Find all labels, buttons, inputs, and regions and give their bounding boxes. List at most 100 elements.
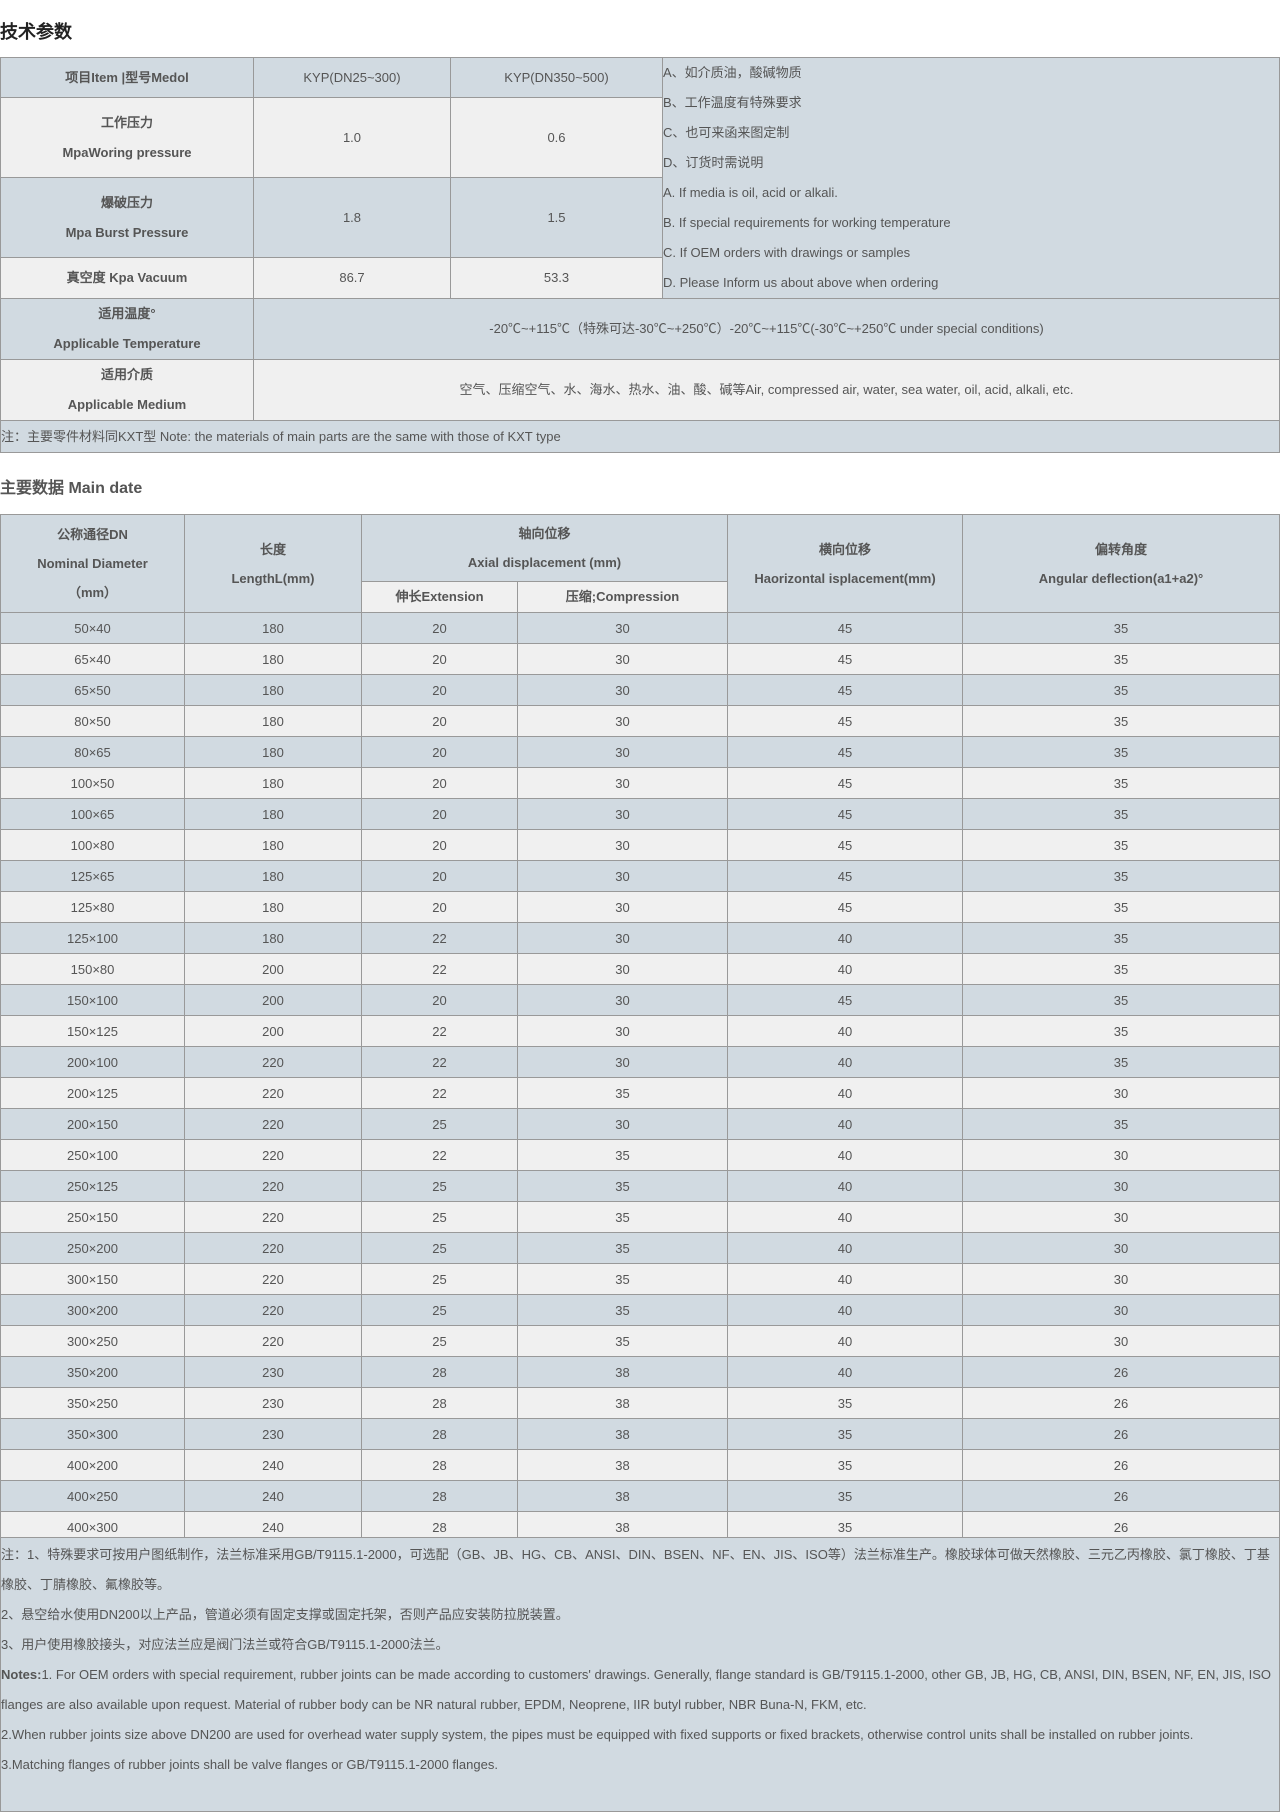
cell-compression: 38 xyxy=(517,1449,728,1481)
cell-compression: 35 xyxy=(517,1263,728,1295)
cell-compression: 30 xyxy=(517,922,728,954)
cell-extension: 25 xyxy=(361,1170,518,1202)
note-cn-3: 3、用户使用橡胶接头，对应法兰应是阀门法兰或符合GB/T9115.1-2000法… xyxy=(1,1637,449,1652)
cell-length: 200 xyxy=(184,953,362,985)
vacuum-v1: 86.7 xyxy=(253,257,451,299)
table-row: 200×100 220 22 30 40 35 xyxy=(0,1046,1280,1078)
cell-horizontal: 40 xyxy=(727,1201,963,1233)
cell-angular: 35 xyxy=(962,829,1280,861)
table-row: 50×40 180 20 30 45 35 xyxy=(0,612,1280,644)
table-row: 400×200 240 28 38 35 26 xyxy=(0,1449,1280,1481)
cell-angular: 35 xyxy=(962,984,1280,1016)
side-note-item: D. Please Inform us about above when ord… xyxy=(663,275,939,290)
header-nominal-diameter: 公称通径DN Nominal Diameter （mm） xyxy=(0,514,185,613)
cell-dn: 400×200 xyxy=(0,1449,185,1481)
table-row: 350×250 230 28 38 35 26 xyxy=(0,1387,1280,1419)
cell-dn: 300×150 xyxy=(0,1263,185,1295)
cell-angular: 35 xyxy=(962,767,1280,799)
cell-compression: 30 xyxy=(517,1046,728,1078)
cell-extension: 25 xyxy=(361,1325,518,1357)
cell-compression: 30 xyxy=(517,705,728,737)
cell-compression: 38 xyxy=(517,1387,728,1419)
table-row: 80×50 180 20 30 45 35 xyxy=(0,705,1280,737)
table-row: 350×300 230 28 38 35 26 xyxy=(0,1418,1280,1450)
side-note-item: B、工作温度有特殊要求 xyxy=(663,95,802,110)
cell-extension: 20 xyxy=(361,798,518,830)
cell-horizontal: 35 xyxy=(727,1480,963,1512)
side-note-item: B. If special requirements for working t… xyxy=(663,215,951,230)
cell-angular: 26 xyxy=(962,1480,1280,1512)
cell-length: 180 xyxy=(184,860,362,892)
cell-compression: 30 xyxy=(517,736,728,768)
cell-compression: 30 xyxy=(517,1108,728,1140)
table-row: 300×150 220 25 35 40 30 xyxy=(0,1263,1280,1295)
cell-length: 220 xyxy=(184,1170,362,1202)
cell-angular: 35 xyxy=(962,860,1280,892)
cell-horizontal: 45 xyxy=(727,798,963,830)
cell-dn: 65×40 xyxy=(0,643,185,675)
table-row: 250×150 220 25 35 40 30 xyxy=(0,1201,1280,1233)
section-title-main-data: 主要数据 Main date xyxy=(0,480,143,497)
table-row: 300×250 220 25 35 40 30 xyxy=(0,1325,1280,1357)
header-model2: KYP(DN350~500) xyxy=(450,57,663,98)
medium-label: 适用介质 Applicable Medium xyxy=(0,359,254,421)
table-row: 100×80 180 20 30 45 35 xyxy=(0,829,1280,861)
cell-extension: 28 xyxy=(361,1449,518,1481)
cell-compression: 30 xyxy=(517,767,728,799)
header-axial: 轴向位移 Axial displacement (mm) xyxy=(361,514,728,582)
cell-compression: 30 xyxy=(517,860,728,892)
cell-angular: 35 xyxy=(962,674,1280,706)
header-extension: 伸长Extension xyxy=(361,581,518,613)
note-cn-2: 2、悬空给水使用DN200以上产品，管道必须有固定支撑或固定托架，否则产品应安装… xyxy=(1,1607,569,1622)
burst-pressure-v1: 1.8 xyxy=(253,177,451,258)
cell-extension: 20 xyxy=(361,674,518,706)
cell-dn: 80×65 xyxy=(0,736,185,768)
burst-pressure-v2: 1.5 xyxy=(450,177,663,258)
cell-horizontal: 45 xyxy=(727,643,963,675)
table-row: 80×65 180 20 30 45 35 xyxy=(0,736,1280,768)
cell-compression: 30 xyxy=(517,612,728,644)
cell-length: 180 xyxy=(184,798,362,830)
table-row: 200×125 220 22 35 40 30 xyxy=(0,1077,1280,1109)
medium-value: 空气、压缩空气、水、海水、热水、油、酸、碱等Air, compressed ai… xyxy=(253,359,1280,421)
cell-horizontal: 40 xyxy=(727,1170,963,1202)
cell-angular: 26 xyxy=(962,1387,1280,1419)
cell-extension: 22 xyxy=(361,1077,518,1109)
cell-angular: 30 xyxy=(962,1170,1280,1202)
cell-angular: 35 xyxy=(962,612,1280,644)
cell-length: 180 xyxy=(184,922,362,954)
cell-extension: 25 xyxy=(361,1232,518,1264)
cell-extension: 28 xyxy=(361,1418,518,1450)
cell-extension: 20 xyxy=(361,860,518,892)
table-row: 350×200 230 28 38 40 26 xyxy=(0,1356,1280,1388)
cell-horizontal: 40 xyxy=(727,1356,963,1388)
cell-angular: 35 xyxy=(962,1046,1280,1078)
cell-extension: 25 xyxy=(361,1294,518,1326)
cell-extension: 20 xyxy=(361,829,518,861)
cell-length: 180 xyxy=(184,705,362,737)
cell-angular: 26 xyxy=(962,1449,1280,1481)
cell-horizontal: 35 xyxy=(727,1387,963,1419)
cell-dn: 80×50 xyxy=(0,705,185,737)
cell-length: 220 xyxy=(184,1294,362,1326)
table-row: 65×40 180 20 30 45 35 xyxy=(0,643,1280,675)
cell-dn: 100×65 xyxy=(0,798,185,830)
cell-dn: 125×100 xyxy=(0,922,185,954)
working-pressure-v1: 1.0 xyxy=(253,97,451,178)
temperature-label: 适用温度° Applicable Temperature xyxy=(0,298,254,360)
cell-horizontal: 35 xyxy=(727,1418,963,1450)
cell-angular: 35 xyxy=(962,798,1280,830)
cell-compression: 30 xyxy=(517,829,728,861)
table-row: 150×80 200 22 30 40 35 xyxy=(0,953,1280,985)
header-model1: KYP(DN25~300) xyxy=(253,57,451,98)
cell-extension: 20 xyxy=(361,643,518,675)
cell-length: 220 xyxy=(184,1201,362,1233)
cell-length: 180 xyxy=(184,891,362,923)
cell-angular: 35 xyxy=(962,736,1280,768)
cell-compression: 35 xyxy=(517,1294,728,1326)
cell-extension: 22 xyxy=(361,1139,518,1171)
cell-extension: 20 xyxy=(361,612,518,644)
cell-extension: 22 xyxy=(361,1046,518,1078)
cell-length: 220 xyxy=(184,1325,362,1357)
cell-angular: 30 xyxy=(962,1139,1280,1171)
